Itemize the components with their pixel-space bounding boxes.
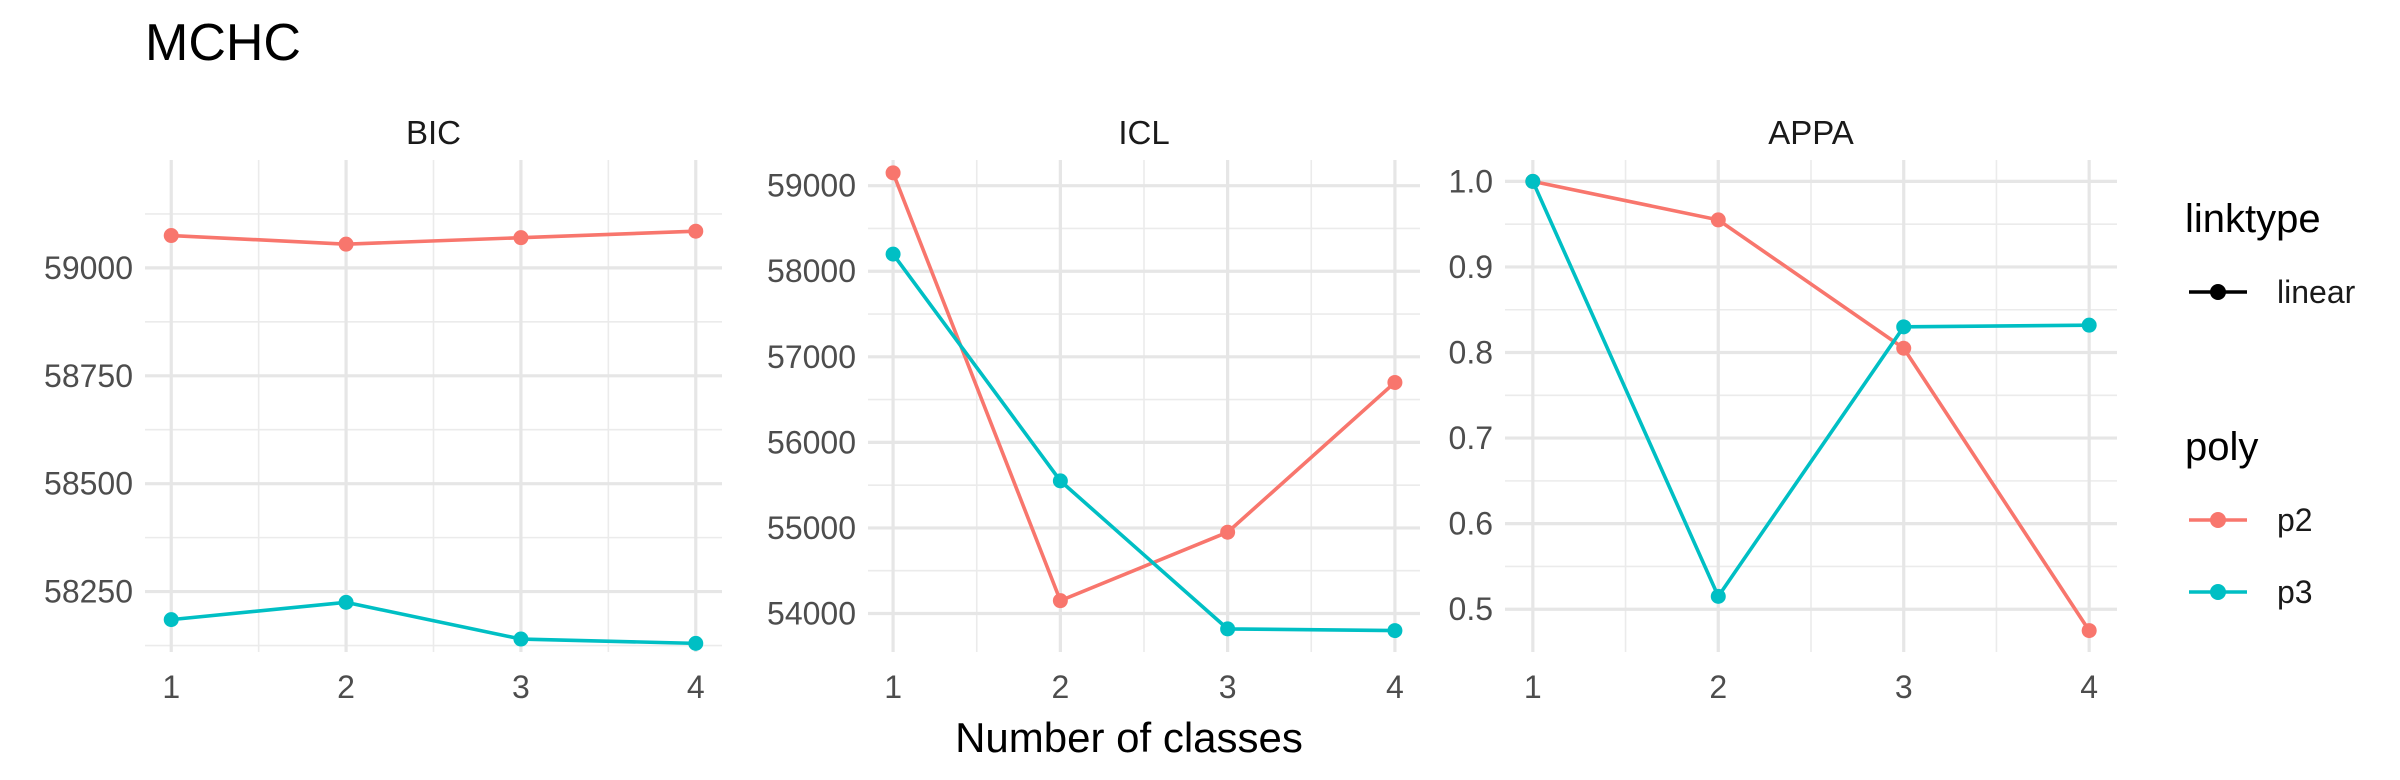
panel-appa: APPA 0.5 0.6 0.7 0.8 0.9 1.0 1 2 3 4 [1449, 114, 2117, 705]
data-point-p3 [1896, 319, 1912, 335]
legend-label: p2 [2277, 502, 2313, 538]
x-tick-label: 3 [1895, 669, 1913, 705]
panel-icl: ICL 54000 55000 56000 57000 58000 59000 1 2 3 4 [767, 114, 1420, 705]
x-tick-label: 1 [884, 669, 902, 705]
legend-label: linear [2277, 274, 2356, 310]
x-tick-label: 2 [337, 669, 355, 705]
y-tick-label: 0.5 [1449, 591, 1493, 627]
data-point-p3 [1710, 588, 1726, 604]
chart-title: MCHC [145, 14, 301, 72]
legend-key-point [2210, 284, 2226, 300]
y-tick-label: 0.9 [1449, 249, 1493, 285]
y-tick-label: 1.0 [1449, 163, 1493, 199]
panels: BIC 58250 58500 58750 59000 1 2 3 4 ICL 54000 55000… [44, 114, 2117, 705]
data-point-p3 [1525, 173, 1541, 189]
legend: linktype linear poly p2 p3 [2185, 197, 2356, 610]
data-point-p3 [1220, 621, 1236, 637]
y-tick-label: 56000 [767, 424, 856, 460]
y-tick-label: 0.6 [1449, 506, 1493, 542]
series-line-p2 [1532, 179, 2091, 632]
data-point-p3 [513, 631, 529, 647]
data-point-p2 [1896, 340, 1912, 356]
legend-title: linktype [2185, 197, 2321, 241]
data-point-p3 [1052, 473, 1068, 489]
y-tick-label: 58500 [44, 466, 133, 502]
y-tick-label: 0.7 [1449, 420, 1493, 456]
series-line-p3 [891, 253, 1395, 633]
panel-strip-label: APPA [1768, 114, 1854, 151]
data-point-p2 [2081, 623, 2097, 639]
panel-strip-label: BIC [406, 114, 461, 151]
data-point-p3 [885, 246, 901, 262]
y-tick-label: 54000 [767, 595, 856, 631]
data-point-p2 [163, 228, 179, 244]
series-line-p3 [171, 600, 696, 646]
panel-bic: BIC 58250 58500 58750 59000 1 2 3 4 [44, 114, 722, 705]
data-point-p2 [1710, 212, 1726, 228]
x-tick-label: 3 [1219, 669, 1237, 705]
x-tick-label: 1 [1524, 669, 1542, 705]
series-line-p3 [1531, 180, 2090, 601]
y-tick-label: 55000 [767, 510, 856, 546]
data-point-p2 [1387, 374, 1403, 390]
data-point-p2 [1052, 593, 1068, 609]
y-tick-label: 57000 [767, 339, 856, 375]
data-point-p2 [688, 223, 704, 239]
y-tick-label: 58250 [44, 574, 133, 610]
x-axis-title: Number of classes [955, 714, 1303, 761]
legend-title: poly [2185, 425, 2258, 469]
y-tick-label: 58750 [44, 358, 133, 394]
y-tick-label: 58000 [767, 253, 856, 289]
data-point-p2 [1220, 524, 1236, 540]
y-tick-label: 0.8 [1449, 335, 1493, 371]
legend-key-point [2210, 584, 2226, 600]
y-tick-label: 59000 [44, 250, 133, 286]
data-point-p3 [688, 635, 704, 651]
data-point-p2 [338, 236, 354, 252]
series-line-p2 [171, 229, 696, 246]
legend-label: p3 [2277, 574, 2313, 610]
data-point-p2 [885, 165, 901, 181]
data-point-p3 [1387, 623, 1403, 639]
data-point-p3 [338, 594, 354, 610]
data-point-p2 [513, 230, 529, 246]
y-tick-label: 59000 [767, 168, 856, 204]
x-tick-label: 3 [512, 669, 530, 705]
legend-group-linktype: linktype linear [2185, 197, 2356, 310]
x-tick-label: 2 [1051, 669, 1069, 705]
legend-group-poly: poly p2 p3 [2185, 425, 2313, 610]
panel-strip-label: ICL [1118, 114, 1169, 151]
data-point-p3 [2081, 317, 2097, 333]
x-tick-label: 2 [1709, 669, 1727, 705]
x-tick-label: 4 [687, 669, 705, 705]
x-tick-label: 4 [2080, 669, 2098, 705]
legend-key-point [2210, 512, 2226, 528]
x-tick-label: 1 [162, 669, 180, 705]
series-line-p2 [891, 172, 1397, 604]
data-point-p3 [163, 612, 179, 628]
x-tick-label: 4 [1386, 669, 1404, 705]
